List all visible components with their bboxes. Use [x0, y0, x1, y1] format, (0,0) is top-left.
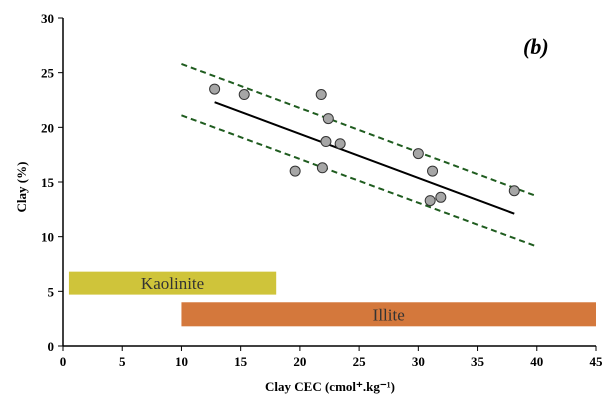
data-point-9: [424, 195, 436, 207]
y-tick-label-6: 30: [41, 11, 54, 26]
data-point-11: [435, 191, 447, 203]
x-axis-label: Clay CEC (cmol⁺.kg⁻¹): [265, 379, 395, 394]
confidence-line-0: [181, 62, 538, 198]
x-tick-label-0: 0: [60, 354, 67, 369]
x-tick-label-1: 5: [119, 354, 126, 369]
data-point-7: [334, 138, 346, 150]
confidence-line-1: [181, 114, 538, 248]
lines-layer: [181, 62, 538, 248]
data-point-6: [322, 113, 334, 125]
x-tick-label-8: 40: [530, 354, 543, 369]
data-point-5: [320, 136, 332, 148]
points-layer: [209, 83, 520, 207]
data-point-8: [412, 148, 424, 160]
x-tick-label-9: 45: [590, 354, 604, 369]
data-point-1: [238, 89, 250, 101]
band-label-0: Kaolinite: [141, 274, 204, 293]
data-point-10: [427, 165, 439, 177]
bands-layer: Kaolinite Illite: [68, 271, 596, 327]
y-axis-label: Clay (%): [14, 162, 29, 213]
y-tick-label-2: 10: [41, 230, 54, 245]
y-tick-label-4: 20: [41, 120, 54, 135]
data-point-4: [316, 162, 328, 174]
band-label-1: Illite: [373, 305, 405, 324]
x-tick-label-3: 15: [234, 354, 248, 369]
y-tick-label-5: 25: [41, 66, 55, 81]
x-tick-label-7: 35: [471, 354, 485, 369]
band-1: [181, 302, 596, 327]
panel-label: (b): [523, 34, 549, 59]
y-tick-label-0: 0: [48, 339, 55, 354]
x-tick-label-6: 30: [412, 354, 425, 369]
x-tick-label-5: 25: [353, 354, 367, 369]
data-point-12: [508, 185, 520, 197]
data-point-2: [289, 165, 301, 177]
x-tick-label-2: 10: [175, 354, 188, 369]
data-point-3: [315, 89, 327, 101]
x-tick-label-4: 20: [293, 354, 306, 369]
trend-line: [214, 101, 515, 215]
y-tick-label-3: 15: [41, 175, 55, 190]
band-0: [68, 271, 277, 295]
data-point-0: [209, 83, 221, 95]
y-tick-label-1: 5: [48, 284, 55, 299]
axes-layer: 0 5 10 15 20 25 30 35 40 45 0 5 10 15 20 25 30: [41, 11, 603, 369]
